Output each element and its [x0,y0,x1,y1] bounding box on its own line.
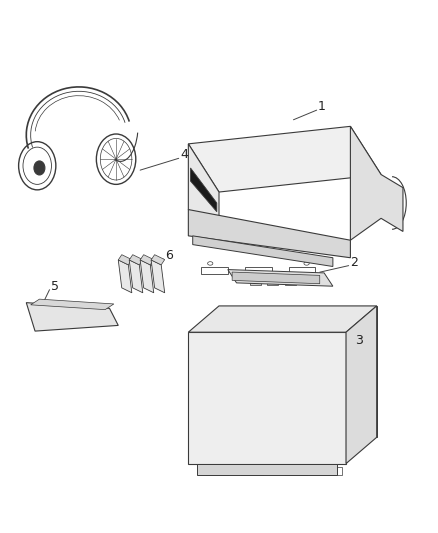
Bar [285,279,296,285]
Text: 1: 1 [318,100,326,113]
Text: 4: 4 [180,148,188,161]
Polygon shape [140,260,154,293]
Bar [241,467,263,474]
Polygon shape [193,236,333,266]
Polygon shape [188,306,377,332]
Bar [206,467,228,474]
Bar [250,279,261,285]
Polygon shape [31,299,114,310]
Ellipse shape [34,161,45,175]
Text: 6: 6 [165,249,173,262]
Polygon shape [188,209,350,258]
Bar [289,266,315,273]
Polygon shape [350,126,403,240]
Polygon shape [219,306,377,437]
Polygon shape [232,272,320,284]
Bar [267,279,278,285]
Polygon shape [188,332,346,464]
Polygon shape [151,255,165,265]
Bar [285,467,307,474]
Text: 3: 3 [355,335,363,348]
Polygon shape [191,168,217,212]
Ellipse shape [37,165,42,171]
Polygon shape [129,255,143,265]
Polygon shape [118,260,132,293]
Text: 2: 2 [350,256,358,269]
Polygon shape [228,270,333,286]
Polygon shape [129,260,143,293]
Polygon shape [140,255,154,265]
Bar [245,266,272,273]
Text: 5: 5 [51,280,59,293]
Polygon shape [151,260,165,293]
Polygon shape [26,303,118,331]
Polygon shape [118,255,132,265]
Polygon shape [188,126,381,192]
Bar [320,467,342,474]
Polygon shape [197,464,337,474]
Polygon shape [346,306,377,464]
Polygon shape [188,144,219,236]
Bar [201,266,228,273]
